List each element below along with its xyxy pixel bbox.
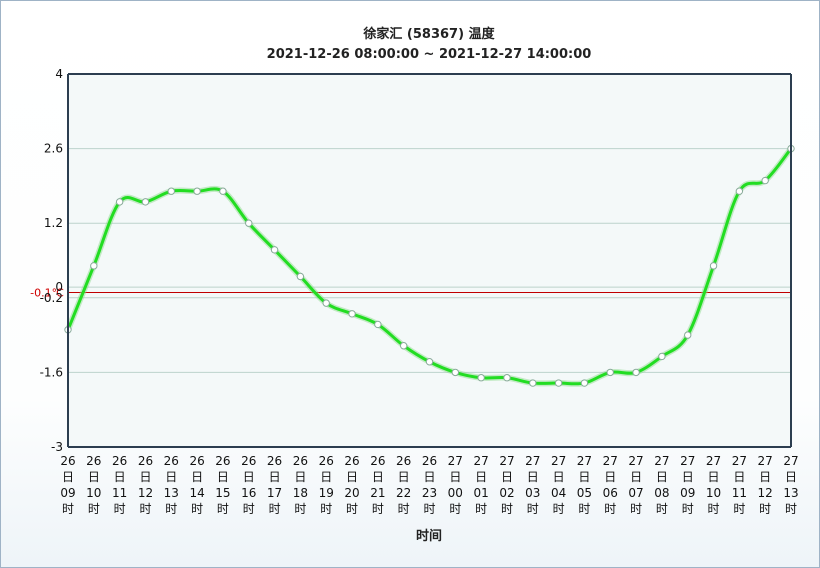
x-tick-label: 26 日 12 时 — [138, 454, 153, 516]
axes: 4 2.6 1.2 0-0.2 -1.6 -326 日 09 时 26 日 10 时 26 日 11 时 26 日 1… — [40, 67, 799, 516]
x-tick-label: 27 日 07 时 — [628, 454, 643, 516]
data-point[interactable] — [270, 246, 279, 254]
data-point[interactable] — [477, 374, 485, 382]
data-point[interactable] — [580, 379, 589, 387]
data-point[interactable] — [761, 176, 769, 185]
x-tick-label: 27 日 09 时 — [680, 454, 695, 516]
gridlines — [68, 148, 791, 373]
y-tick-label: 2.6 — [44, 142, 63, 156]
reference-line-label: -0.1℃ — [30, 286, 64, 299]
data-point[interactable] — [529, 379, 537, 387]
y-tick-label: -0.2 — [40, 291, 63, 305]
data-point[interactable] — [554, 379, 563, 387]
y-tick-label: 0 — [55, 280, 63, 294]
chart-subtitle: 2021-12-26 08:00:00 ~ 2021-12-27 14:00:0… — [267, 47, 592, 62]
data-point[interactable] — [632, 368, 640, 377]
data-point[interactable] — [709, 262, 718, 270]
x-tick-label: 27 日 01 时 — [474, 454, 489, 516]
data-point[interactable] — [399, 342, 408, 350]
x-tick-label: 26 日 18 时 — [293, 454, 308, 516]
x-tick-label: 27 日 03 时 — [525, 454, 540, 516]
data-point[interactable] — [374, 320, 382, 329]
x-tick-label: 26 日 15 时 — [215, 454, 230, 516]
data-point[interactable] — [245, 219, 253, 227]
data-point[interactable] — [193, 187, 201, 195]
data-point[interactable] — [425, 358, 434, 366]
data-point[interactable] — [348, 310, 356, 318]
x-tick-label: 26 日 09 时 — [60, 454, 75, 516]
x-tick-label: 26 日 17 时 — [267, 454, 282, 516]
data-point[interactable] — [735, 187, 744, 195]
x-tick-label: 27 日 06 时 — [603, 454, 618, 516]
x-tick-label: 27 日 04 时 — [551, 454, 566, 516]
x-tick-label: 27 日 00 时 — [448, 454, 463, 516]
data-point[interactable] — [167, 187, 175, 195]
data-point[interactable] — [684, 331, 692, 339]
x-tick-label: 26 日 21 时 — [370, 454, 385, 516]
x-tick-label: 26 日 20 时 — [344, 454, 359, 516]
data-point[interactable] — [296, 272, 305, 281]
data-point[interactable] — [606, 368, 614, 377]
x-tick-label: 26 日 11 时 — [112, 454, 127, 516]
y-tick-label: -1.6 — [40, 365, 63, 379]
x-tick-label: 27 日 13 时 — [783, 454, 798, 516]
x-tick-label: 26 日 22 时 — [396, 454, 411, 516]
x-axis-label: 时间 — [416, 528, 442, 544]
data-point[interactable] — [322, 299, 330, 307]
reference-line-group: -0.1℃ — [30, 286, 791, 299]
y-tick-label: -3 — [51, 440, 63, 454]
y-tick-label: 4 — [55, 67, 63, 81]
x-tick-label: 26 日 19 时 — [319, 454, 334, 516]
x-tick-label: 26 日 23 时 — [422, 454, 437, 516]
x-tick-label: 27 日 02 时 — [499, 454, 514, 516]
x-tick-label: 27 日 11 时 — [732, 454, 747, 516]
x-tick-label: 27 日 12 时 — [758, 454, 773, 516]
data-point[interactable] — [115, 198, 124, 206]
plot-area — [68, 74, 791, 447]
y-tick-label: 1.2 — [44, 216, 63, 230]
data-point[interactable] — [503, 374, 511, 382]
x-tick-label: 26 日 14 时 — [189, 454, 204, 516]
x-tick-label: 26 日 13 时 — [164, 454, 179, 516]
x-tick-label: 27 日 10 时 — [706, 454, 721, 516]
x-tick-label: 27 日 08 时 — [654, 454, 669, 516]
chart-title: 徐家汇 (58367) 温度 — [362, 26, 495, 42]
data-point[interactable] — [141, 198, 150, 206]
data-point[interactable] — [658, 352, 666, 361]
x-tick-label: 27 日 05 时 — [577, 454, 592, 516]
x-tick-label: 26 日 16 时 — [241, 454, 256, 516]
data-point[interactable] — [90, 262, 98, 270]
x-tick-label: 26 日 10 时 — [86, 454, 101, 516]
data-point[interactable] — [219, 187, 227, 195]
data-point[interactable] — [451, 368, 460, 377]
